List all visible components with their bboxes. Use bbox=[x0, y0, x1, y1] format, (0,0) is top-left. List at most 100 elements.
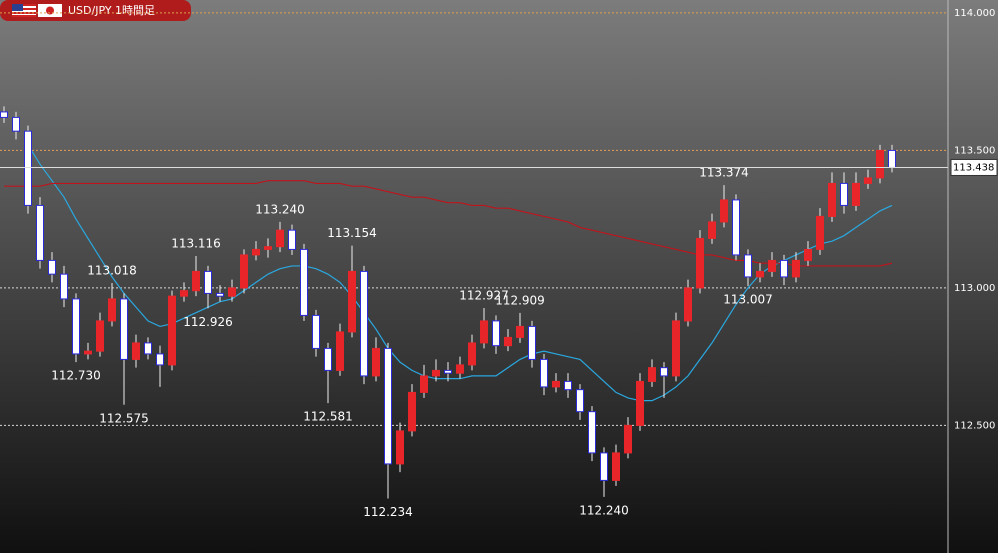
candle-body bbox=[792, 259, 800, 278]
candle-body bbox=[660, 367, 668, 377]
candle-body bbox=[876, 149, 884, 179]
y-tick-label: 113.500 bbox=[954, 145, 995, 156]
candle-body bbox=[504, 336, 512, 347]
low-label: 112.234 bbox=[363, 505, 413, 519]
candle-body bbox=[372, 347, 380, 377]
candle-body bbox=[192, 270, 200, 292]
candle-body bbox=[540, 358, 548, 388]
candle-body bbox=[756, 270, 764, 278]
candle-body bbox=[564, 380, 572, 391]
candle-body bbox=[516, 325, 524, 338]
high-label: 113.240 bbox=[255, 202, 305, 216]
low-label: 112.581 bbox=[303, 410, 353, 424]
candle-body bbox=[768, 259, 776, 272]
candle-body bbox=[804, 248, 812, 261]
candle-body bbox=[684, 287, 692, 322]
last-price-box bbox=[950, 158, 998, 176]
candle-body bbox=[456, 364, 464, 374]
candle-body bbox=[888, 149, 896, 168]
candle-body bbox=[480, 320, 488, 344]
candle-body bbox=[612, 452, 620, 481]
candle-body bbox=[36, 204, 44, 261]
candle-body bbox=[396, 430, 404, 465]
candle-body bbox=[648, 367, 656, 382]
us-flag bbox=[12, 4, 36, 17]
low-label: 112.926 bbox=[183, 315, 233, 329]
candle-body bbox=[252, 248, 260, 256]
candle-body bbox=[552, 380, 560, 388]
low-label: 112.575 bbox=[99, 411, 149, 425]
chart-title: USD/JPY 1時間足 bbox=[68, 4, 155, 17]
candle-body bbox=[864, 177, 872, 184]
candle-body bbox=[48, 259, 56, 275]
low-label: 112.240 bbox=[579, 503, 629, 517]
candle-body bbox=[204, 270, 212, 294]
candle-body bbox=[156, 353, 164, 366]
candle-body bbox=[408, 391, 416, 432]
candle-body bbox=[840, 182, 848, 206]
candle-body bbox=[744, 254, 752, 278]
jp-flag bbox=[38, 4, 62, 17]
candle-body bbox=[96, 320, 104, 352]
candle-body bbox=[228, 287, 236, 297]
candle-body bbox=[696, 237, 704, 289]
high-label: 113.374 bbox=[699, 166, 749, 180]
high-label: 112.927 bbox=[459, 288, 509, 302]
candle-body bbox=[624, 424, 632, 454]
candle-body bbox=[324, 347, 332, 371]
candle-body bbox=[432, 369, 440, 377]
candle-body bbox=[24, 130, 32, 206]
candle-body bbox=[276, 229, 284, 248]
candle-body bbox=[732, 199, 740, 256]
candle-body bbox=[264, 246, 272, 250]
candle-body bbox=[420, 375, 428, 393]
candle-body bbox=[588, 411, 596, 454]
candle-body bbox=[180, 290, 188, 297]
candle-body bbox=[348, 270, 356, 333]
candle-body bbox=[0, 111, 8, 118]
candle-body bbox=[828, 182, 836, 217]
candle-body bbox=[240, 254, 248, 289]
candle-body bbox=[816, 215, 824, 250]
high-label: 112.909 bbox=[495, 293, 545, 307]
candle-body bbox=[780, 259, 788, 278]
candle-body bbox=[336, 331, 344, 371]
candle-body bbox=[84, 350, 92, 355]
candle-body bbox=[492, 320, 500, 347]
candle-body bbox=[288, 229, 296, 250]
candle-body bbox=[528, 325, 536, 360]
candle-body bbox=[444, 369, 452, 374]
candle-body bbox=[708, 221, 716, 239]
candle-body bbox=[852, 182, 860, 206]
candle-body bbox=[132, 342, 140, 360]
high-label: 113.116 bbox=[171, 237, 221, 251]
high-label: 113.154 bbox=[327, 226, 377, 240]
last-price-label: 113.438 bbox=[953, 162, 994, 173]
low-label: 113.007 bbox=[723, 292, 773, 306]
candle-body bbox=[168, 295, 176, 366]
candle-body bbox=[300, 248, 308, 316]
candle-body bbox=[108, 298, 116, 322]
candle-body bbox=[312, 314, 320, 349]
candle-body bbox=[468, 342, 476, 366]
y-tick-label: 112.500 bbox=[954, 420, 995, 431]
candle-body bbox=[360, 270, 368, 377]
y-tick-label: 114.000 bbox=[954, 8, 995, 19]
candle-body bbox=[576, 389, 584, 413]
y-tick-label: 113.000 bbox=[954, 283, 995, 294]
candle-body bbox=[72, 298, 80, 355]
candle-body bbox=[636, 380, 644, 426]
high-label: 113.018 bbox=[87, 263, 137, 277]
candle-body bbox=[12, 116, 20, 132]
candle-body bbox=[216, 292, 224, 297]
low-label: 112.730 bbox=[51, 369, 101, 383]
candle-body bbox=[600, 452, 608, 481]
candle-body bbox=[144, 342, 152, 355]
candle-body bbox=[720, 199, 728, 223]
candle-body bbox=[384, 347, 392, 465]
candle-body bbox=[60, 273, 68, 300]
candle-body bbox=[120, 298, 128, 360]
